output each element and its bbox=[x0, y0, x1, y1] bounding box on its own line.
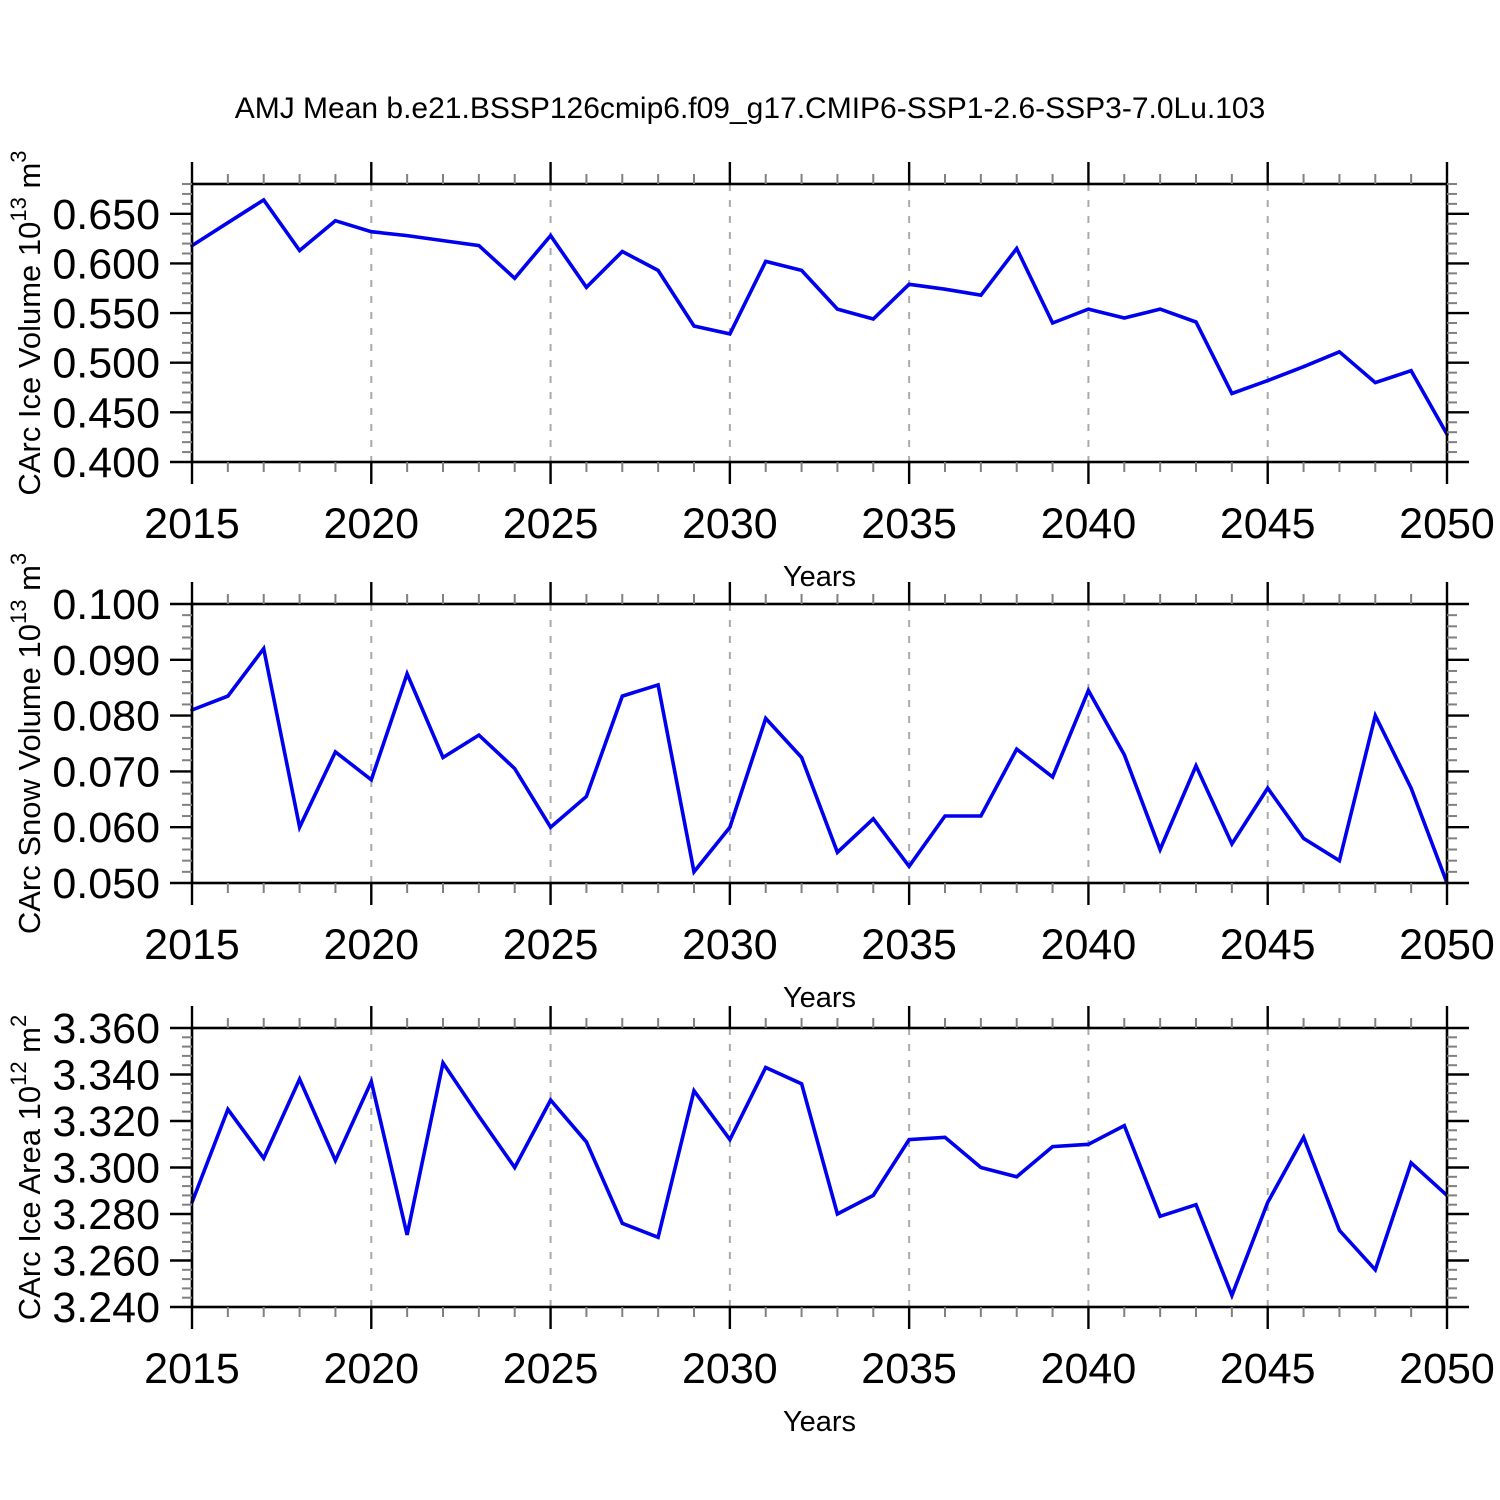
plot-frame bbox=[190, 182, 1449, 464]
y-tick-label: 0.070 bbox=[52, 748, 160, 796]
x-tick-label: 2015 bbox=[144, 500, 240, 548]
y-tick-label: 3.260 bbox=[52, 1238, 160, 1286]
panel-ice-volume: 2015 2020 2025 2030 2035 2040 2045 2050 0.4000.4… bbox=[6, 150, 1495, 593]
x-tick-label: 2020 bbox=[323, 1345, 419, 1393]
y-tick-label: 0.090 bbox=[52, 637, 160, 685]
y-tick-label: 0.600 bbox=[52, 240, 160, 288]
y-tick-label: 3.280 bbox=[52, 1191, 160, 1239]
x-tick-label: 2030 bbox=[682, 1345, 778, 1393]
x-tick-label: 2025 bbox=[503, 500, 599, 548]
x-tick-label: 2050 bbox=[1399, 500, 1495, 548]
series-line-ice-area bbox=[190, 1058, 1449, 1301]
y-tick-label: 3.240 bbox=[52, 1284, 160, 1332]
plot-frame bbox=[190, 1026, 1449, 1309]
y-axis-title: CArc Ice Volume 1013 m3 bbox=[6, 150, 47, 495]
x-tick-label: 2045 bbox=[1220, 500, 1316, 548]
x-tick-label: 2015 bbox=[144, 1345, 240, 1393]
x-tick-label: 2015 bbox=[144, 921, 240, 969]
x-axis: 2015 2020 2025 2030 2035 2040 2045 2050 bbox=[144, 582, 1495, 969]
series-line-ice-volume bbox=[190, 197, 1449, 437]
x-tick-label: 2035 bbox=[861, 1345, 957, 1393]
x-tick-label: 2030 bbox=[682, 921, 778, 969]
chart-title: AMJ Mean b.e21.BSSP126cmip6.f09_g17.CMIP… bbox=[234, 92, 1266, 125]
series-line-snow-volume bbox=[190, 644, 1449, 885]
y-tick-label: 0.080 bbox=[52, 693, 160, 741]
x-axis: 2015 2020 2025 2030 2035 2040 2045 2050 bbox=[144, 1006, 1495, 1393]
gridlines bbox=[370, 604, 1269, 883]
y-tick-label: 3.340 bbox=[52, 1052, 160, 1100]
x-tick-label: 2030 bbox=[682, 500, 778, 548]
x-tick-label: 2020 bbox=[323, 921, 419, 969]
x-axis-title: Years bbox=[783, 1406, 856, 1438]
x-tick-label: 2040 bbox=[1041, 500, 1137, 548]
y-tick-label: 3.360 bbox=[52, 1005, 160, 1053]
x-axis: 2015 2020 2025 2030 2035 2040 2045 2050 bbox=[144, 162, 1495, 548]
gridlines bbox=[370, 1028, 1269, 1307]
y-tick-label: 0.450 bbox=[52, 389, 160, 437]
y-axis: 0.050 0.060 0.070 0.080 0.090 0.100 bbox=[52, 581, 1469, 908]
gridlines bbox=[370, 184, 1269, 462]
x-tick-label: 2025 bbox=[503, 921, 599, 969]
y-tick-label: 0.550 bbox=[52, 290, 160, 338]
x-axis-title: Years bbox=[783, 982, 856, 1014]
y-tick-label: 0.650 bbox=[52, 191, 160, 239]
x-tick-label: 2050 bbox=[1399, 921, 1495, 969]
panel-ice-area: 2015 2020 2025 2030 2035 2040 2045 20503.2403.2… bbox=[6, 1005, 1495, 1438]
y-tick-label: 0.050 bbox=[52, 860, 160, 908]
x-tick-label: 2025 bbox=[503, 1345, 599, 1393]
x-tick-label: 2020 bbox=[323, 500, 419, 548]
x-tick-label: 2045 bbox=[1220, 1345, 1316, 1393]
y-tick-label: 0.100 bbox=[52, 581, 160, 629]
x-tick-label: 2050 bbox=[1399, 1345, 1495, 1393]
y-tick-label: 3.300 bbox=[52, 1145, 160, 1193]
y-tick-label: 0.060 bbox=[52, 804, 160, 852]
x-tick-label: 2045 bbox=[1220, 921, 1316, 969]
x-tick-label: 2035 bbox=[861, 921, 957, 969]
plot-frame bbox=[190, 602, 1449, 885]
y-tick-label: 0.400 bbox=[52, 439, 160, 487]
panel-snow-volume: 2015 2020 2025 2030 2035 2040 2045 20500.0500.0… bbox=[6, 553, 1495, 1014]
y-tick-label: 3.320 bbox=[52, 1098, 160, 1146]
x-tick-label: 2035 bbox=[861, 500, 957, 548]
x-tick-label: 2040 bbox=[1041, 921, 1137, 969]
y-axis-title: CArc Ice Area 1012 m2 bbox=[6, 1015, 47, 1321]
x-tick-label: 2040 bbox=[1041, 1345, 1137, 1393]
x-axis-title: Years bbox=[783, 561, 856, 593]
y-axis-title: CArc Snow Volume 1013 m3 bbox=[6, 553, 47, 934]
y-tick-label: 0.500 bbox=[52, 340, 160, 388]
